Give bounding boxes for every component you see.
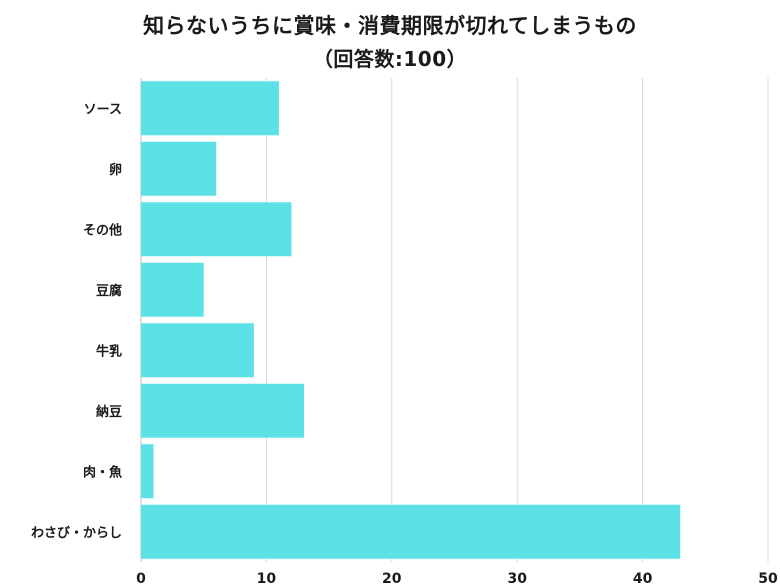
- category-label: 卵: [109, 162, 122, 178]
- x-tick-label: 40: [633, 571, 653, 585]
- tick-label-layer: 0 10 20 30 40 50: [136, 571, 778, 585]
- x-tick-label: 0: [136, 571, 146, 585]
- chart-title: 知らないうちに賞味・消費期限が切れてしまうもの: [143, 14, 637, 38]
- category-label: 牛乳: [96, 343, 122, 359]
- category-label: その他: [83, 222, 122, 238]
- bar: [141, 141, 217, 196]
- x-tick-label: 20: [382, 571, 402, 585]
- category-label: 納豆: [96, 404, 122, 420]
- bar-layer: [141, 81, 681, 559]
- category-label: 豆腐: [96, 283, 122, 299]
- bar: [141, 504, 681, 559]
- bar: [141, 383, 305, 438]
- chart-subtitle: （回答数:100）: [312, 47, 468, 71]
- category-label: わさび・からし: [31, 526, 122, 541]
- bar: [141, 444, 154, 499]
- x-tick-label: 30: [507, 571, 527, 585]
- category-label: 肉・魚: [83, 464, 122, 480]
- bar: [141, 323, 254, 378]
- x-tick-label: 50: [758, 571, 778, 585]
- bar: [141, 202, 292, 257]
- grid-layer: [140, 78, 769, 562]
- x-tick-label: 10: [257, 571, 277, 585]
- bar: [141, 262, 204, 317]
- bar: [141, 81, 279, 136]
- category-label: ソース: [84, 102, 122, 117]
